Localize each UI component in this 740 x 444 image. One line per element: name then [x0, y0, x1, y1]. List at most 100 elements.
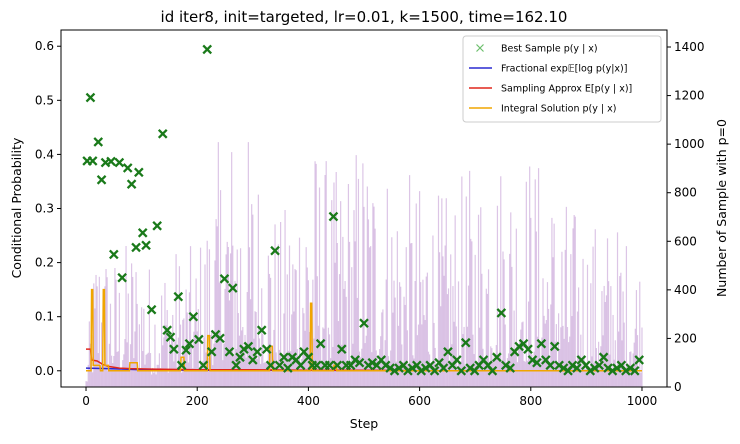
best-sample-point	[603, 363, 613, 373]
best-sample-point	[598, 352, 609, 363]
best-sample-point	[536, 338, 547, 349]
x-tick-label: 800	[519, 394, 542, 408]
best-sample-point	[572, 363, 582, 373]
x-tick-label: 400	[297, 394, 320, 408]
y-tick-label-left: 0.5	[35, 93, 54, 107]
best-sample-point	[389, 365, 400, 376]
best-sample-point	[332, 360, 343, 371]
best-sample-point	[438, 363, 449, 373]
best-sample-point	[585, 365, 596, 376]
best-sample-point	[256, 325, 267, 336]
best-sample-point	[416, 365, 427, 376]
best-sample-point	[594, 360, 604, 371]
legend-label: Sampling Approx E[p(y | x)]	[501, 84, 632, 95]
best-sample-point	[554, 360, 564, 371]
best-sample-point	[87, 156, 98, 166]
best-sample-point	[452, 355, 462, 365]
best-sample-point	[181, 345, 191, 356]
best-sample-point	[165, 332, 176, 343]
plot-area	[82, 44, 645, 387]
best-sample-point	[621, 365, 631, 376]
y-tick-label-right: 1400	[674, 40, 705, 54]
best-sample-point	[549, 341, 560, 352]
best-sample-point	[629, 365, 640, 376]
best-sample-point	[176, 360, 187, 371]
best-sample-point	[612, 363, 622, 373]
best-sample-point	[202, 44, 213, 55]
legend: Best Sample p(y | x) Fractional exp𝔼[log …	[462, 35, 662, 123]
best-sample-point	[279, 352, 289, 363]
best-sample-point	[157, 129, 168, 139]
best-sample-point	[235, 352, 245, 363]
best-sample-point	[194, 334, 204, 345]
legend-box	[462, 35, 662, 123]
best-sample-point	[429, 365, 440, 376]
best-sample-point	[146, 304, 157, 315]
best-sample-point	[126, 179, 137, 189]
best-sample-point	[137, 228, 148, 238]
best-sample-point	[324, 360, 335, 371]
best-sample-point	[93, 137, 104, 147]
best-sample-point	[385, 363, 395, 373]
best-sample-point	[85, 92, 96, 103]
best-sample-point	[443, 347, 453, 357]
best-sample-point	[558, 363, 569, 373]
plot-layer	[82, 44, 645, 387]
best-sample-point	[420, 363, 431, 373]
best-sample-point	[380, 360, 391, 371]
best-sample-point	[527, 355, 538, 365]
y-axis-label-right: Number of Sample with p=0	[714, 119, 729, 297]
y-tick-label-left: 0.0	[35, 364, 54, 378]
best-sample-point	[303, 352, 314, 363]
best-sample-point	[274, 360, 285, 371]
best-sample-point	[359, 318, 369, 328]
best-sample-point	[407, 363, 418, 373]
best-sample-point	[173, 291, 184, 302]
y-tick-label-right: 600	[674, 234, 697, 248]
y-tick-label-right: 200	[674, 331, 697, 345]
best-sample-point	[224, 347, 235, 357]
best-sample-point	[514, 341, 524, 352]
best-sample-point	[215, 333, 225, 344]
y-tick-label-left: 0.3	[35, 202, 54, 216]
best-sample-point	[460, 337, 471, 348]
best-sample-point	[219, 274, 230, 284]
y-tick-label-left: 0.1	[35, 310, 54, 324]
best-sample-point	[532, 357, 542, 368]
best-sample-point	[198, 360, 209, 371]
best-sample-point	[295, 360, 306, 371]
best-sample-point	[589, 363, 600, 373]
best-sample-points	[82, 44, 645, 376]
best-sample-point	[367, 357, 378, 368]
best-sample-point	[567, 360, 578, 371]
x-tick-label: 200	[186, 394, 209, 408]
best-sample-point	[487, 365, 498, 376]
y-axis-label-left: Conditional Probability	[9, 137, 24, 278]
best-sample-point	[122, 163, 133, 173]
y-tick-label-left: 0.4	[35, 147, 54, 161]
best-sample-point	[311, 360, 322, 371]
best-sample-point	[523, 344, 533, 354]
best-sample-point	[106, 156, 116, 167]
y-tick-label-right: 1000	[674, 137, 705, 151]
best-sample-point	[131, 242, 141, 253]
best-sample-point	[114, 157, 125, 168]
best-sample-point	[394, 363, 404, 373]
y-tick-label-right: 800	[674, 186, 697, 200]
best-sample-point	[283, 363, 293, 373]
best-sample-point	[152, 220, 162, 231]
best-sample-point	[456, 365, 467, 376]
best-sample-point	[134, 167, 144, 178]
best-sample-point	[188, 311, 199, 322]
legend-label: Fractional exp𝔼[log p(y|x)]	[501, 64, 627, 75]
y-tick-label-right: 1200	[674, 89, 705, 103]
axes-layer: 0 200 400 600 800 1000 0.0 0.1 0.2 0.3 0.4 0.5 0.6 0 2…	[35, 29, 705, 408]
best-sample-point	[252, 347, 263, 357]
x-tick-label: 0	[82, 394, 90, 408]
best-sample-point	[336, 344, 347, 354]
best-sample-point	[270, 245, 280, 256]
best-sample-point	[315, 338, 326, 349]
best-sample-point	[354, 357, 365, 368]
